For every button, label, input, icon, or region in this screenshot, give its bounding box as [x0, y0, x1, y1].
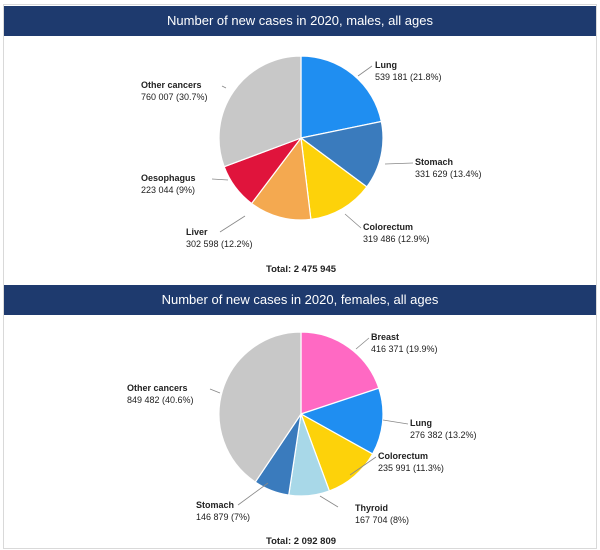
female-label-lung: Lung [410, 418, 432, 428]
female-value-colorectum: 235 991 (11.3%) [378, 463, 444, 473]
male-value-stomach: 331 629 (13.4%) [415, 169, 482, 179]
female-label-stomach: Stomach [196, 500, 234, 510]
female-value-thyroid: 167 704 (8%) [355, 515, 409, 525]
male-value-colorectum: 319 486 (12.9%) [363, 234, 430, 244]
male-slice-other-cancers [218, 55, 302, 168]
chart-title-males: Number of new cases in 2020, males, all … [4, 6, 596, 36]
male-leader-colorectum [344, 213, 362, 229]
male-label-lung: Lung [375, 60, 397, 70]
male-slice-lung [300, 55, 383, 139]
male-label-colorectum: Colorectum [363, 222, 413, 232]
female-total-label: Total: 2 092 809 [266, 536, 336, 547]
female-label-colorectum: Colorectum [378, 451, 428, 461]
male-value-oesophagus: 223 044 (9%) [141, 185, 195, 195]
male-value-other-cancers: 760 007 (30.7%) [141, 92, 208, 102]
female-leader-lung [382, 419, 409, 425]
female-value-other-cancers: 849 482 (40.6%) [127, 395, 194, 405]
female-label-thyroid: Thyroid [355, 503, 388, 513]
pie-chart-females: Breast 416 371 (19.9%) Lung 276 382 (13.2%)… [127, 331, 477, 547]
female-value-stomach: 146 879 (7%) [196, 512, 250, 522]
female-slice-lung [299, 387, 384, 455]
female-slice-breast [300, 331, 380, 415]
male-leader-stomach [384, 162, 414, 165]
male-slice-stomach [299, 120, 384, 188]
male-leader-other-cancers [221, 85, 227, 89]
chart-title-females: Number of new cases in 2020, females, al… [4, 285, 596, 315]
male-label-stomach: Stomach [415, 157, 453, 167]
female-leader-breast [355, 337, 370, 350]
male-leader-oesophagus [211, 178, 229, 181]
male-leader-liver [219, 215, 246, 233]
female-leader-stomach [237, 482, 269, 506]
female-label-breast: Breast [371, 332, 399, 342]
male-value-lung: 539 181 (21.8%) [375, 72, 442, 82]
male-value-liver: 302 598 (12.2%) [186, 239, 253, 249]
male-label-oesophagus: Oesophagus [141, 173, 196, 183]
female-value-breast: 416 371 (19.9%) [371, 344, 438, 354]
female-label-other-cancers: Other cancers [127, 383, 188, 393]
male-total-label: Total: 2 475 945 [266, 264, 337, 275]
pie-chart-males: Lung 539 181 (21.8%) Stomach 331 629 (13.4%… [141, 55, 482, 275]
female-slice-other-cancers [218, 331, 302, 483]
male-label-liver: Liver [186, 227, 208, 237]
female-leader-colorectum [349, 456, 377, 476]
female-leader-thyroid [319, 495, 339, 508]
female-leader-other-cancers [209, 388, 221, 394]
male-leader-lung [357, 65, 373, 77]
female-value-lung: 276 382 (13.2%) [410, 430, 477, 440]
male-label-other-cancers: Other cancers [141, 80, 202, 90]
male-slice-liver [250, 136, 312, 221]
male-slice-colorectum [300, 136, 368, 221]
